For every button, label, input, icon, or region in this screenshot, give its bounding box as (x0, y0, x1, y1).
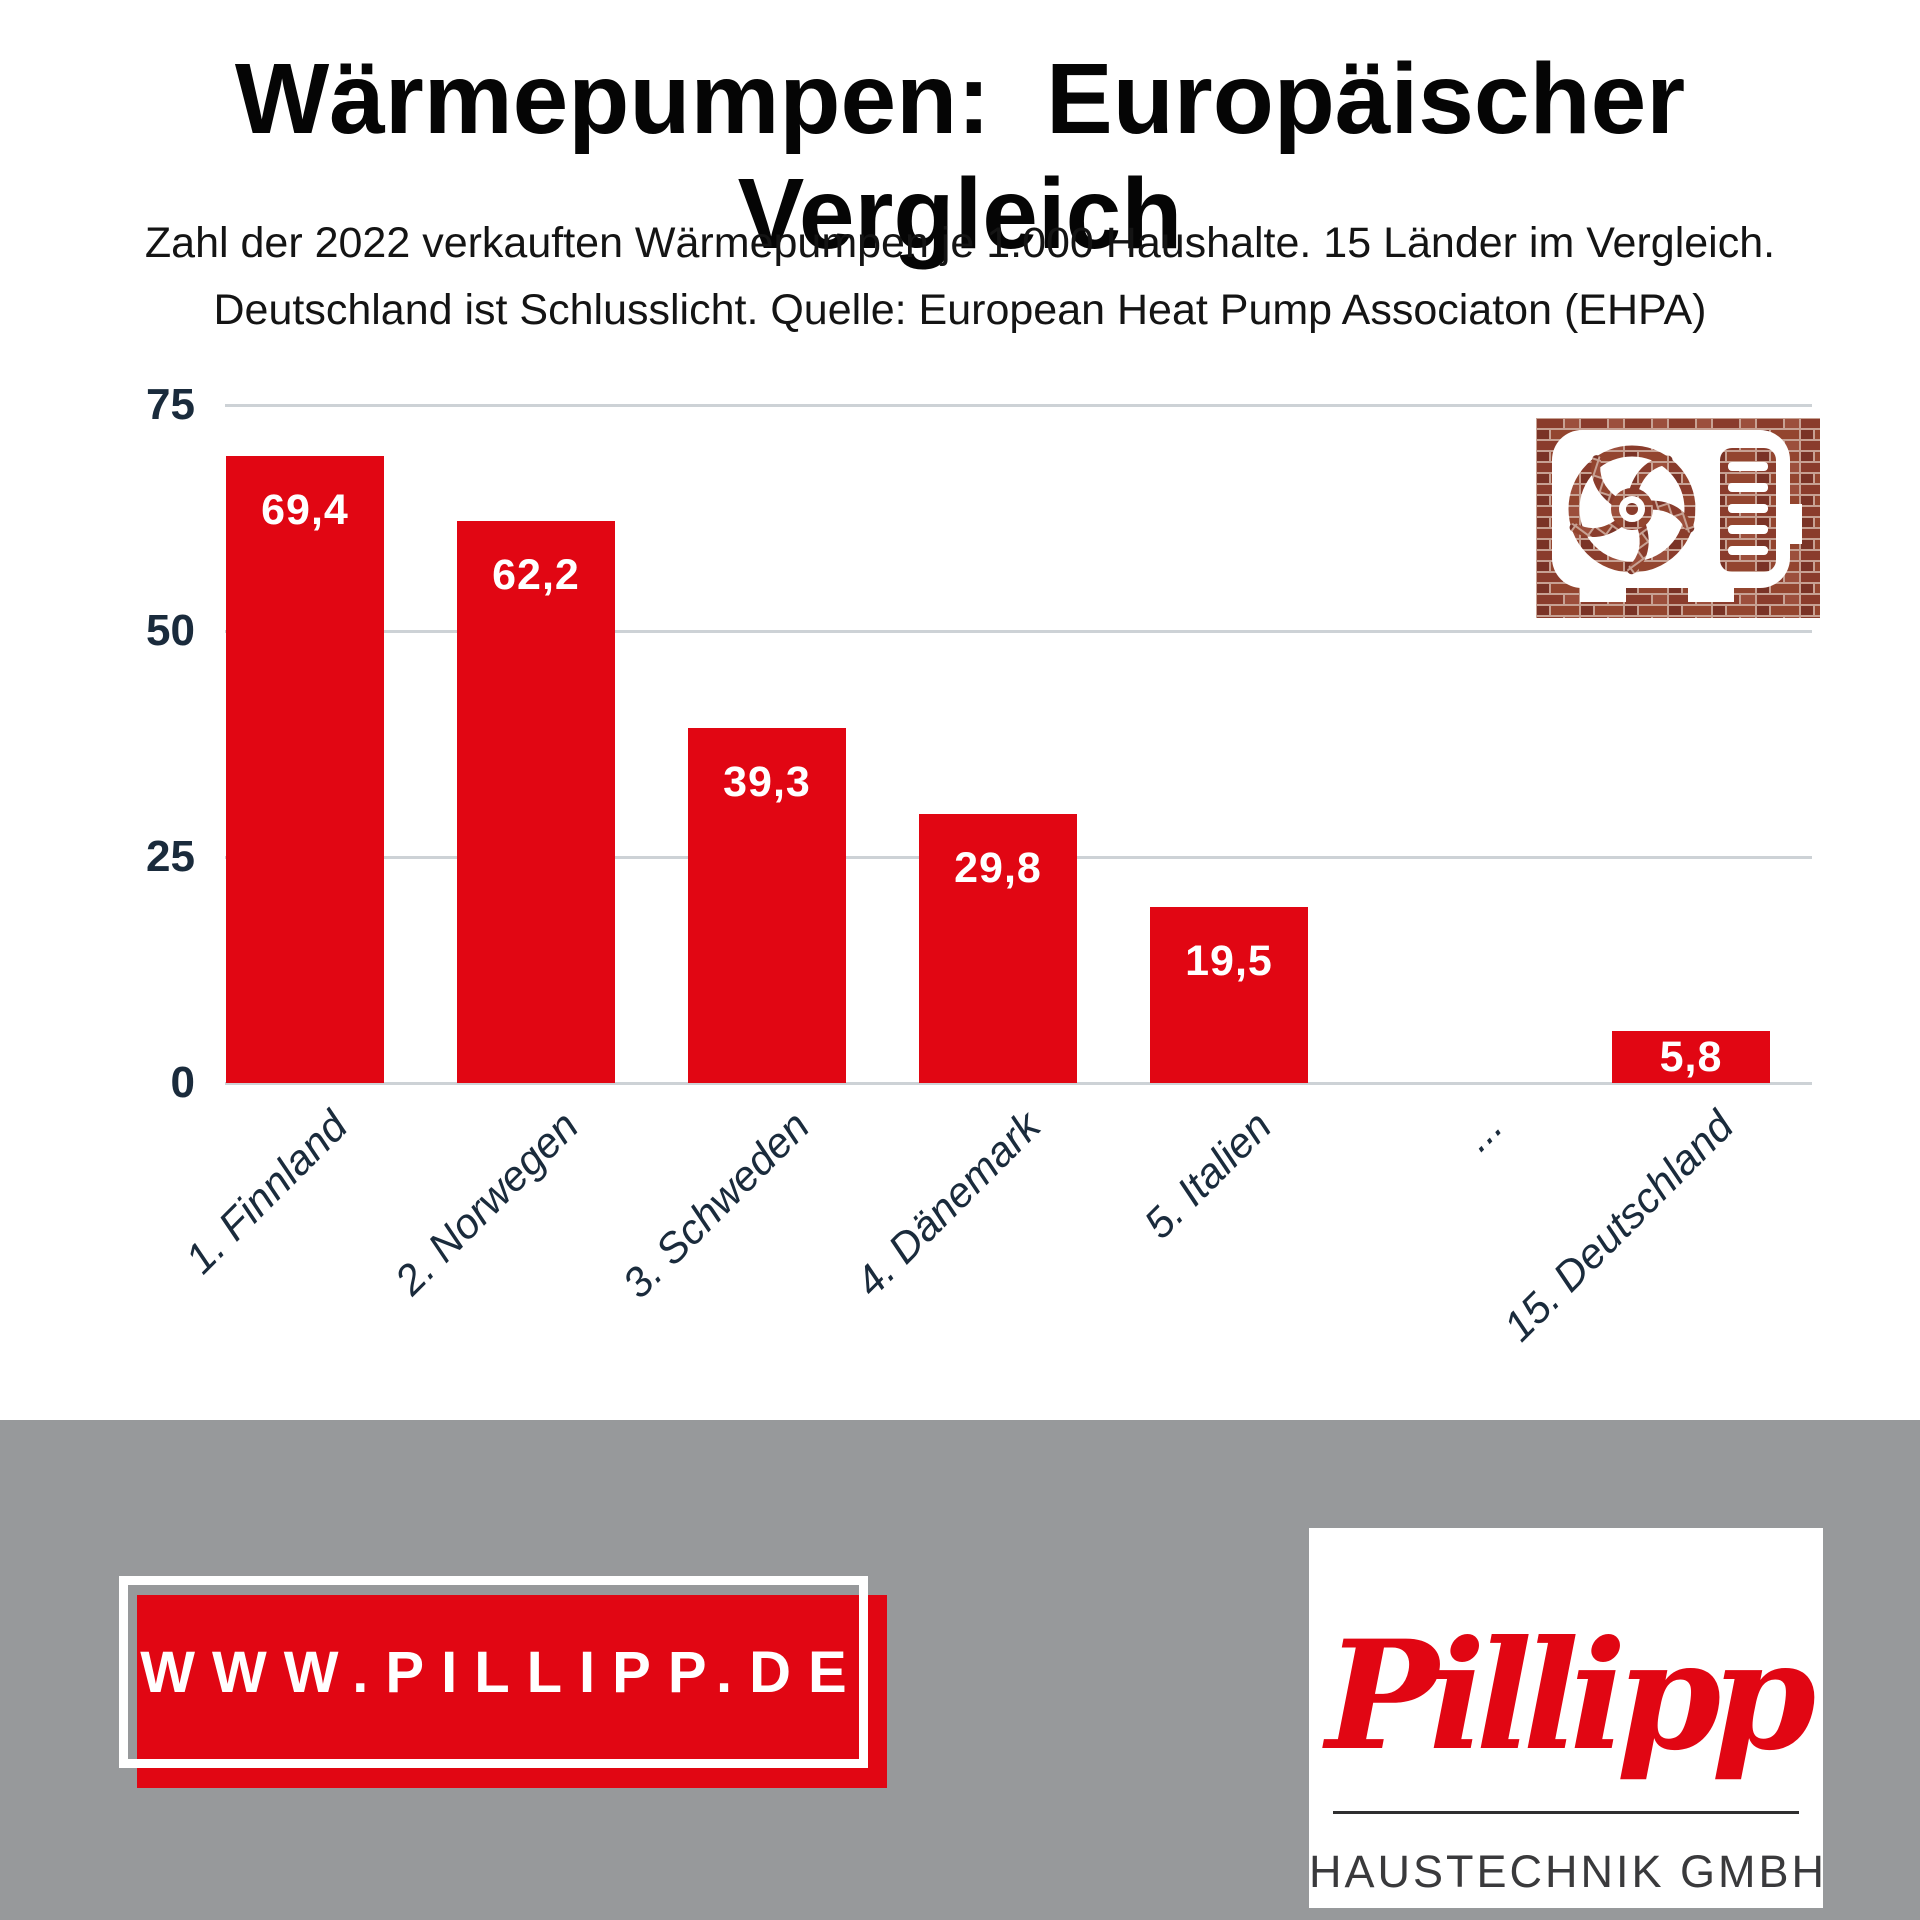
bar-value-label-7: 5,8 (1659, 1032, 1723, 1081)
subtitle-line-2: Deutschland ist Schlusslicht. Quelle: Eu… (213, 285, 1707, 334)
gridline-50 (225, 630, 1812, 633)
heat-pump-icon (1536, 418, 1820, 618)
bar-4 (919, 813, 1077, 1083)
bar-5 (1150, 906, 1308, 1083)
bar-value-label-4: 29,8 (954, 843, 1042, 892)
ytick-label-50: 50 (146, 606, 195, 655)
bar-1 (226, 455, 384, 1083)
subtitle-line-1: Zahl der 2022 verkauften Wärmepumpen je … (144, 219, 1776, 267)
bar-value-label-3: 39,3 (723, 757, 811, 806)
page-subtitle: Zahl der 2022 verkauften Wärmepumpen je … (0, 210, 1920, 343)
website-button[interactable]: WWW.PILLIPP.DE (119, 1576, 887, 1788)
bar-7 (1612, 1030, 1770, 1083)
bar-value-label-2: 62,2 (492, 550, 580, 599)
logo-script-text: Pillipp (1325, 1608, 1817, 1784)
fan-icon (1568, 445, 1696, 575)
website-button-frame: WWW.PILLIPP.DE (119, 1576, 868, 1768)
website-url-label: WWW.PILLIPP.DE (140, 1639, 864, 1705)
gridline-0 (225, 1082, 1812, 1085)
unit-side-tab (1784, 504, 1802, 544)
ytick-label-0: 0 (170, 1058, 195, 1107)
logo-subtext: HAUSTECHNIK GMBH (1309, 1846, 1828, 1897)
unit-foot-right (1688, 586, 1734, 602)
bar-2 (457, 520, 615, 1083)
bar-value-label-5: 19,5 (1185, 936, 1273, 985)
page-title: Wärmepumpen: Europäischer Vergleich (234, 43, 1713, 270)
website-button-background (137, 1595, 887, 1788)
unit-foot-left (1580, 586, 1626, 602)
logo-divider-line (1333, 1811, 1799, 1814)
pillipp-logo: Pillipp HAUSTECHNIK GMBH (1309, 1528, 1828, 1908)
gridline-75 (225, 404, 1812, 407)
ytick-label-25: 25 (146, 832, 195, 881)
ytick-label-75: 75 (146, 380, 195, 429)
grille-icon (1720, 448, 1776, 572)
bar-3 (688, 727, 846, 1083)
bar-value-label-1: 69,4 (261, 485, 349, 534)
